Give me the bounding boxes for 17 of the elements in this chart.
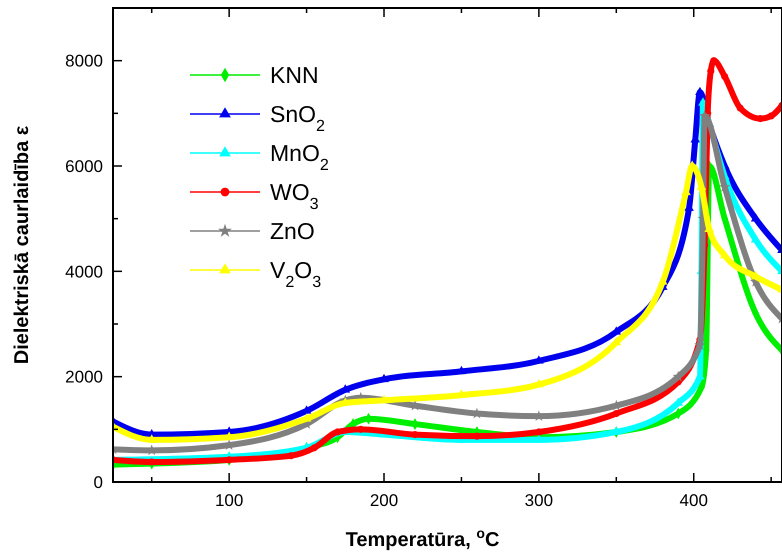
y-tick-label: 8000 bbox=[65, 52, 103, 71]
legend-label: SnO$_{2}$ bbox=[270, 101, 326, 135]
legend-label: MnO$_{2}$ bbox=[270, 140, 329, 174]
x-tick-label: 400 bbox=[680, 491, 708, 510]
y-axis-title: Dielektriskā caurlaidība ε bbox=[11, 125, 33, 364]
legend-label: WO$_{3}$ bbox=[270, 179, 319, 213]
x-tick-label: 100 bbox=[214, 491, 244, 510]
legend-label: V$_{2}$O$_{3}$ bbox=[270, 257, 322, 291]
y-tick-label: 2000 bbox=[65, 368, 103, 387]
x-tick-label: 200 bbox=[370, 491, 398, 510]
x-axis-title: Temperatūra, $^{o}$C bbox=[346, 525, 500, 551]
y-tick-label: 0 bbox=[94, 473, 103, 492]
legend-label: KNN bbox=[270, 62, 319, 88]
y-tick-label: 4000 bbox=[65, 262, 103, 282]
legend-label: ZnO bbox=[270, 218, 315, 244]
x-tick-label: 300 bbox=[524, 491, 554, 510]
y-tick-label: 6000 bbox=[65, 157, 103, 176]
